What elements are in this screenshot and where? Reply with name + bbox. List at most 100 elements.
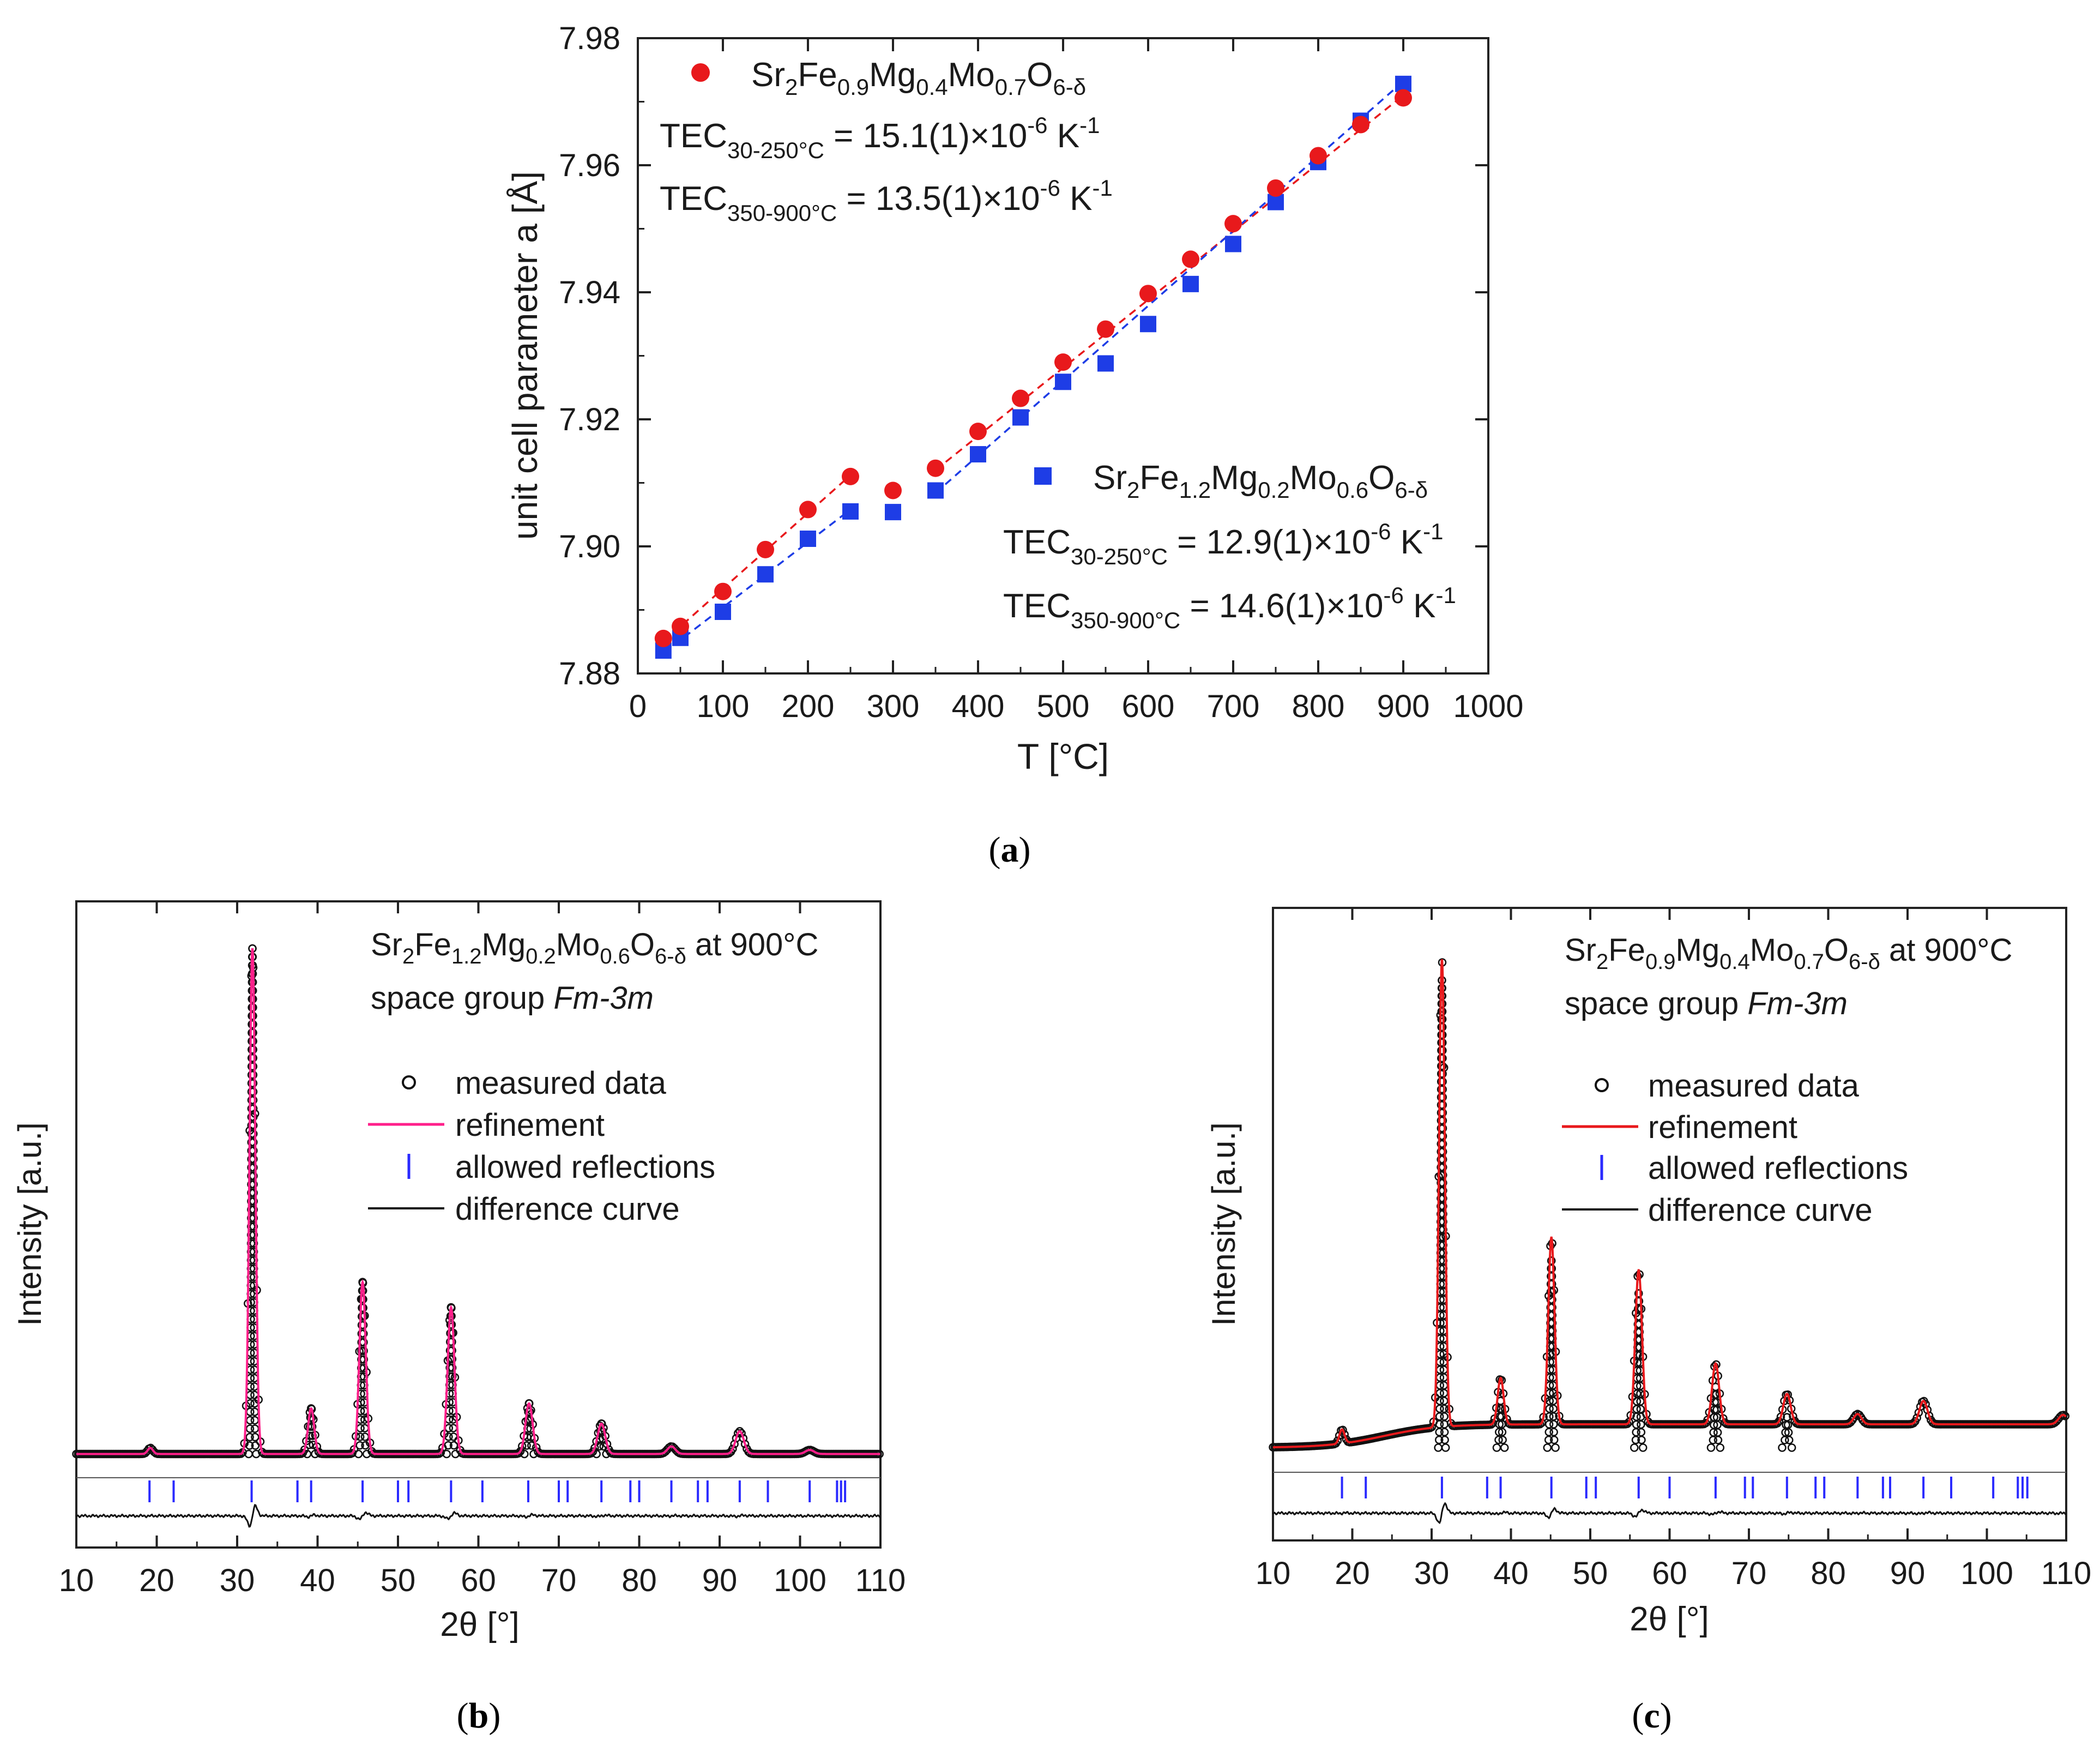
b-measured-point bbox=[245, 1424, 255, 1433]
c-xtick-label: 80 bbox=[1811, 1556, 1846, 1591]
legend-red-tec-30-250: TEC30-250°C = 15.1(1)×10-6 K-1 bbox=[660, 112, 1100, 163]
legend-red-formula: Sr2Fe0.9Mg0.4Mo0.7O6-δ bbox=[751, 56, 1086, 100]
c-measured-point bbox=[1547, 1256, 1556, 1265]
panel-a-ytick-label: 7.94 bbox=[559, 275, 620, 310]
panel-a-point-blue bbox=[1225, 236, 1241, 252]
c-measured-point bbox=[1495, 1420, 1504, 1429]
panel-a-xtick-label: 700 bbox=[1207, 689, 1260, 724]
b-measured-point bbox=[249, 1028, 257, 1037]
panel-a-point-blue bbox=[1182, 275, 1199, 292]
legend-red-tec-350-900: TEC350-900°C = 13.5(1)×10-6 K-1 bbox=[660, 175, 1113, 226]
panel-a-point-red bbox=[884, 481, 902, 499]
panel-a-point-red bbox=[1139, 285, 1157, 303]
b-xtick-label: 10 bbox=[59, 1563, 94, 1598]
b-measured-point bbox=[354, 1449, 363, 1459]
c-measured-point bbox=[1434, 1443, 1443, 1452]
caption-a: (a) bbox=[989, 830, 1031, 870]
c-measured-point bbox=[1544, 1420, 1554, 1429]
b-xtick-label: 40 bbox=[300, 1563, 335, 1598]
c-measured-point bbox=[1706, 1443, 1716, 1452]
b-measured-point bbox=[251, 1441, 260, 1450]
c-measured-point bbox=[1440, 1404, 1449, 1413]
c-measured-point bbox=[1543, 1443, 1552, 1452]
b-measured-point bbox=[303, 1449, 312, 1459]
c-measured-point bbox=[1440, 1428, 1449, 1437]
c-measured-point bbox=[1912, 1413, 1921, 1422]
c-measured-point bbox=[1438, 1046, 1447, 1055]
c-measured-point bbox=[1435, 1420, 1444, 1429]
c-measured-point bbox=[1783, 1390, 1793, 1399]
c-measured-point bbox=[1440, 1420, 1449, 1429]
panel-a-xtick-label: 100 bbox=[697, 689, 750, 724]
panel-b-xlabel: 2θ [°] bbox=[440, 1606, 519, 1643]
panel-c-chart: 10 20 30 40 50 60 70 80 90 100 110 Sr2Fe0.9Mg0.4Mo… bbox=[1205, 907, 2091, 1736]
legend-red-circle-marker bbox=[691, 63, 710, 82]
c-xtick-label: 60 bbox=[1652, 1556, 1687, 1591]
c-measured-point bbox=[1492, 1443, 1501, 1452]
c-measured-point bbox=[1439, 1217, 1447, 1226]
panel-c-legend-difference: difference curve bbox=[1648, 1193, 1873, 1228]
b-measured-point bbox=[245, 1432, 254, 1442]
c-measured-point bbox=[1547, 1264, 1556, 1273]
b-measured-point bbox=[451, 1449, 460, 1459]
c-measured-point bbox=[1551, 1443, 1560, 1452]
panel-c-title-spacegroup: space group Fm-3m bbox=[1565, 986, 1848, 1021]
c-measured-point bbox=[1638, 1443, 1648, 1452]
panel-a-ytick-label: 7.92 bbox=[559, 402, 620, 437]
c-measured-point bbox=[1435, 1404, 1444, 1413]
c-measured-point bbox=[1440, 1435, 1449, 1444]
panel-a-point-red bbox=[1224, 215, 1242, 233]
b-measured-point bbox=[246, 1222, 256, 1231]
b-xtick-label: 100 bbox=[774, 1563, 826, 1598]
c-xtick-label: 50 bbox=[1573, 1556, 1608, 1591]
b-measured-point bbox=[250, 1407, 259, 1416]
c-measured-point bbox=[1716, 1443, 1725, 1452]
panel-a-point-red bbox=[1054, 353, 1072, 371]
panel-a-ylabel: unit cell parameter a [Å] bbox=[505, 171, 545, 540]
caption-c: (c) bbox=[1632, 1696, 1671, 1736]
panel-a-point-blue bbox=[842, 503, 859, 520]
b-measured-point bbox=[520, 1449, 529, 1459]
c-measured-point bbox=[1783, 1413, 1791, 1422]
panel-c-pattern bbox=[1269, 958, 2070, 1525]
panel-b-legend: measured data refinement allowed reflect… bbox=[368, 1065, 715, 1227]
b-measured-point bbox=[249, 1231, 258, 1239]
panel-a-point-red bbox=[927, 459, 944, 477]
c-measured-point bbox=[1775, 1417, 1784, 1426]
b-xtick-label: 90 bbox=[702, 1563, 738, 1598]
c-measured-point bbox=[1440, 1412, 1449, 1421]
panel-b-legend-refinement: refinement bbox=[455, 1107, 605, 1143]
panel-a-point-red bbox=[1352, 116, 1369, 134]
b-refinement-curve bbox=[76, 948, 880, 1455]
legend-blue-tec-30-250: TEC30-250°C = 12.9(1)×10-6 K-1 bbox=[1003, 519, 1444, 569]
c-measured-point bbox=[1498, 1435, 1507, 1444]
panel-a-axes: 0 100 200 300 400 500 600 700 800 900 1000 7.88 7.90… bbox=[559, 21, 1523, 724]
c-measured-point bbox=[1778, 1443, 1787, 1452]
panel-a-point-red bbox=[842, 467, 859, 485]
panel-a-point-red bbox=[1097, 320, 1114, 338]
c-refinement-curve bbox=[1273, 959, 2067, 1449]
c-measured-point bbox=[1498, 1428, 1507, 1437]
panel-b-legend-reflections: allowed reflections bbox=[455, 1149, 715, 1185]
panel-b-chart: 10 20 30 40 50 60 70 80 90 100 110 Sr2Fe1.2Mg0.2Mo… bbox=[11, 900, 906, 1736]
b-measured-point bbox=[449, 1432, 458, 1441]
c-measured-point bbox=[1494, 1428, 1504, 1437]
c-measured-point bbox=[1634, 1289, 1643, 1298]
c-measured-point bbox=[1435, 1396, 1444, 1405]
panel-c-legend-refinement: refinement bbox=[1648, 1110, 1797, 1145]
panel-a-point-red bbox=[799, 501, 817, 519]
b-measured-point bbox=[529, 1449, 538, 1459]
c-measured-point bbox=[1630, 1443, 1639, 1452]
panel-c-legend: measured data refinement allowed reflect… bbox=[1562, 1068, 1908, 1228]
c-measured-point bbox=[1785, 1436, 1794, 1444]
c-measured-point bbox=[1497, 1412, 1506, 1421]
panel-b-ylabel: Intensity [a.u.] bbox=[11, 1122, 48, 1326]
panel-a-xlabel: T [°C] bbox=[1017, 736, 1109, 776]
b-xtick-label: 30 bbox=[220, 1563, 255, 1598]
legend-blue-formula: Sr2Fe1.2Mg0.2Mo0.6O6-δ bbox=[1093, 459, 1428, 503]
b-measured-point bbox=[360, 1432, 370, 1441]
panel-a-points bbox=[654, 75, 1412, 659]
c-difference-curve bbox=[1272, 1502, 2067, 1525]
c-measured-point bbox=[1340, 1430, 1349, 1439]
panel-a-point-red bbox=[1182, 250, 1199, 268]
